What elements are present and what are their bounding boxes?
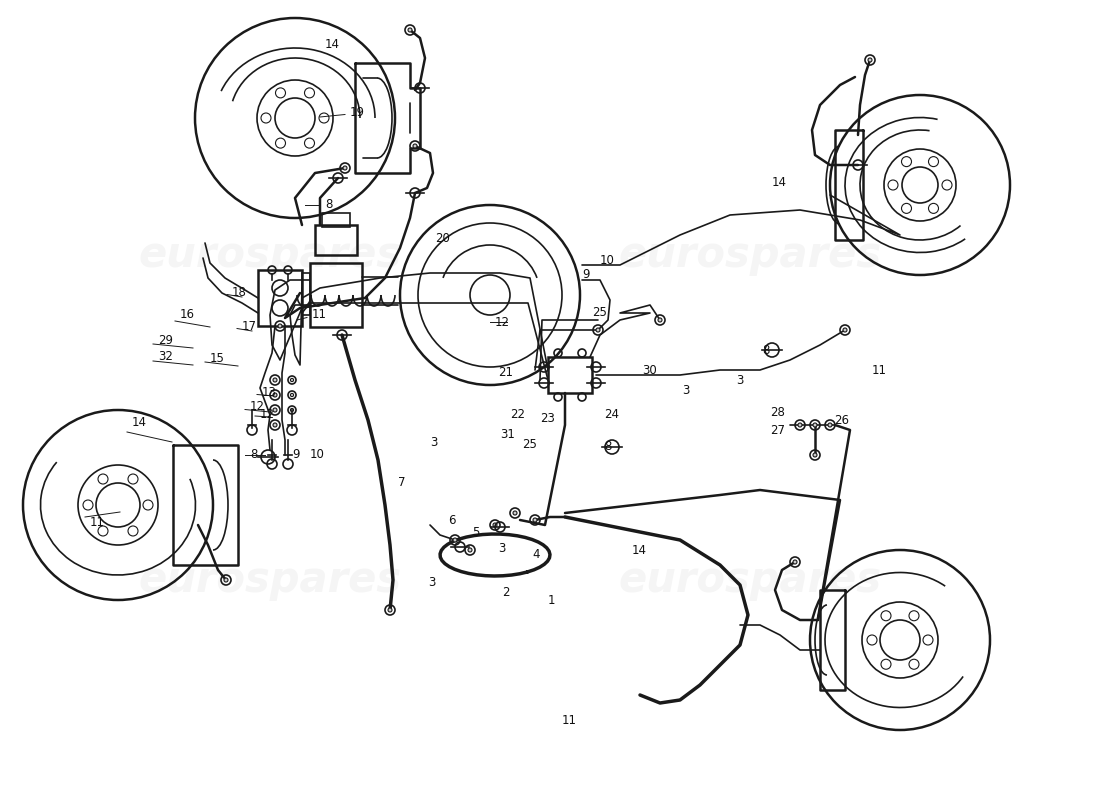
Text: 21: 21 [498,366,513,378]
Circle shape [813,423,817,427]
Text: 14: 14 [632,543,647,557]
Text: eurospares: eurospares [618,559,881,601]
Text: 8: 8 [604,441,612,454]
Circle shape [273,378,277,382]
Text: 14: 14 [132,415,147,429]
Bar [310,263,362,327]
Text: 5: 5 [472,526,480,538]
Text: 11: 11 [562,714,578,726]
Bar [548,357,592,393]
Text: 11: 11 [312,309,327,322]
Text: 28: 28 [770,406,785,418]
Circle shape [793,560,798,564]
Bar [258,270,303,326]
Text: 17: 17 [242,319,257,333]
Circle shape [224,578,228,582]
Circle shape [798,423,802,427]
Circle shape [290,378,294,382]
Text: 14: 14 [772,175,786,189]
Text: 11: 11 [872,363,887,377]
Bar [302,273,310,315]
Text: 23: 23 [540,411,554,425]
Circle shape [868,58,872,62]
Text: 2: 2 [502,586,509,598]
Text: 8: 8 [324,198,332,211]
Text: 16: 16 [180,309,195,322]
Text: 29: 29 [158,334,173,346]
Text: 3: 3 [428,575,436,589]
Text: 10: 10 [600,254,615,266]
Circle shape [388,608,392,612]
Text: 14: 14 [324,38,340,51]
Circle shape [273,408,277,412]
Text: 26: 26 [834,414,849,426]
Circle shape [493,523,497,527]
Text: 8: 8 [250,449,257,462]
Text: 3: 3 [430,437,438,450]
Text: 3: 3 [736,374,744,386]
Text: 9: 9 [582,269,590,282]
Text: 3: 3 [498,542,505,554]
Text: 8: 8 [762,343,769,357]
Text: 15: 15 [210,351,224,365]
Text: 12: 12 [495,315,510,329]
Text: 25: 25 [522,438,537,451]
Text: 9: 9 [292,449,299,462]
Bar [315,225,358,255]
Circle shape [273,423,277,427]
Text: 20: 20 [434,231,450,245]
Text: 10: 10 [310,449,324,462]
Circle shape [290,394,294,397]
Text: 3: 3 [682,383,690,397]
Text: 13: 13 [262,386,277,399]
Circle shape [596,328,600,332]
Text: 19: 19 [350,106,365,118]
Text: eurospares: eurospares [139,559,402,601]
Text: 4: 4 [532,549,539,562]
Bar [322,213,350,227]
Text: 1: 1 [548,594,556,606]
Circle shape [290,408,294,411]
Text: eurospares: eurospares [139,234,402,276]
Circle shape [828,423,832,427]
Text: 12: 12 [260,409,275,422]
Text: 31: 31 [500,429,515,442]
Circle shape [273,393,277,397]
Text: 12: 12 [250,401,265,414]
Circle shape [343,166,346,170]
Circle shape [843,328,847,332]
Text: 27: 27 [770,423,785,437]
Circle shape [412,144,417,148]
Text: 22: 22 [510,409,525,422]
Circle shape [813,453,817,457]
Text: 30: 30 [642,363,657,377]
Circle shape [453,538,456,542]
Text: 24: 24 [604,409,619,422]
Circle shape [658,318,662,322]
Circle shape [534,518,537,522]
Text: 25: 25 [592,306,607,318]
Text: 6: 6 [448,514,455,526]
Text: 7: 7 [398,475,406,489]
Text: 18: 18 [232,286,246,298]
Text: 32: 32 [158,350,173,363]
Circle shape [408,28,412,32]
Text: eurospares: eurospares [618,234,881,276]
Text: 11: 11 [90,515,104,529]
Circle shape [278,324,282,328]
Circle shape [468,548,472,552]
Circle shape [513,511,517,515]
